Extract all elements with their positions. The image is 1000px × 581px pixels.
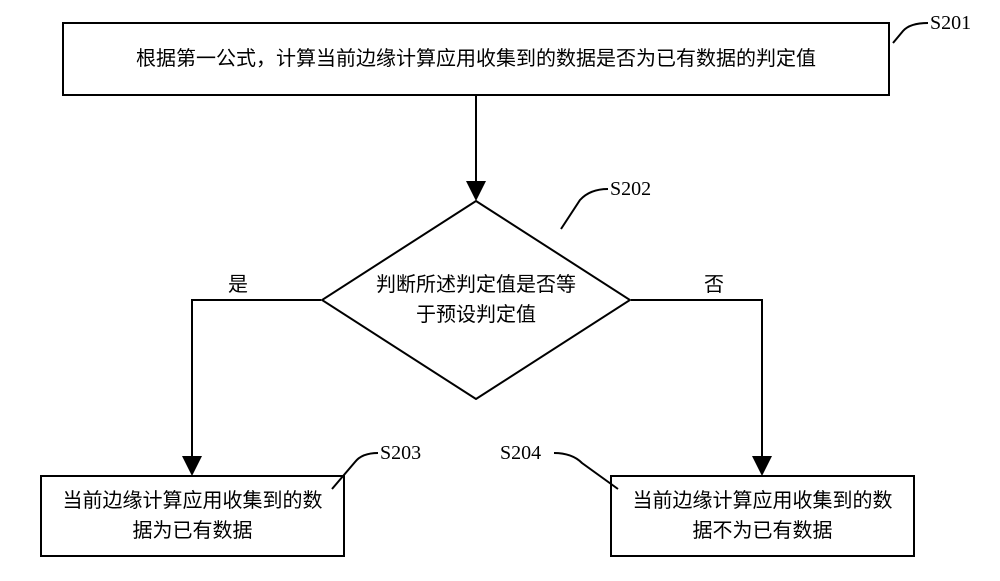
leader-s204 <box>554 453 618 489</box>
node-s204-text: 当前边缘计算应用收集到的数据不为已有数据 <box>624 486 901 546</box>
node-s201: 根据第一公式，计算当前边缘计算应用收集到的数据是否为已有数据的判定值 <box>62 22 890 96</box>
node-s202: 判断所述判定值是否等于预设判定值 <box>321 200 631 400</box>
node-s203: 当前边缘计算应用收集到的数据为已有数据 <box>40 475 345 557</box>
edge-s202-s204 <box>631 300 762 474</box>
step-label-s202: S202 <box>610 178 651 201</box>
step-label-s201: S201 <box>930 12 971 35</box>
node-s202-text: 判断所述判定值是否等于预设判定值 <box>371 270 581 330</box>
node-s203-text: 当前边缘计算应用收集到的数据为已有数据 <box>54 486 331 546</box>
node-s204: 当前边缘计算应用收集到的数据不为已有数据 <box>610 475 915 557</box>
edge-s202-s203 <box>192 300 321 474</box>
node-s201-text: 根据第一公式，计算当前边缘计算应用收集到的数据是否为已有数据的判定值 <box>136 44 816 74</box>
edge-label-no: 否 <box>704 268 724 297</box>
step-label-s203: S203 <box>380 442 421 465</box>
leader-s201 <box>893 23 928 43</box>
edge-label-yes: 是 <box>228 268 248 297</box>
step-label-s204: S204 <box>500 442 541 465</box>
